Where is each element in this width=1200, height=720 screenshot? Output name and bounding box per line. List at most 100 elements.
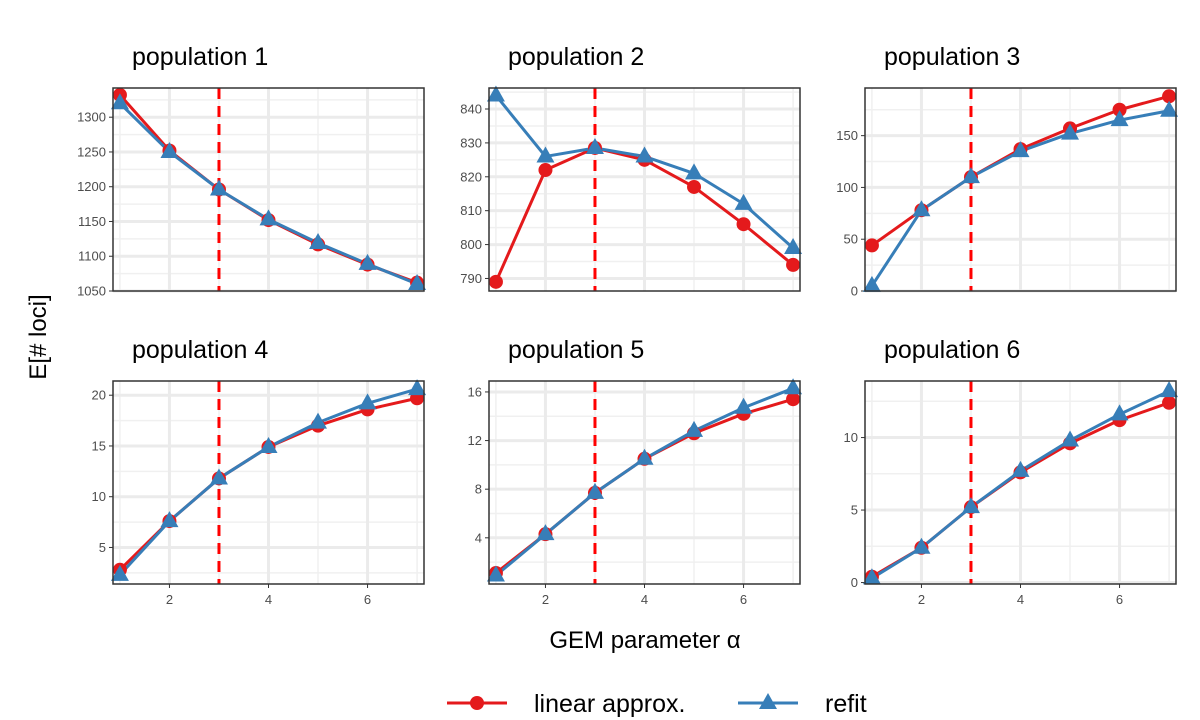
data-point-linear-approx (786, 257, 801, 272)
panel-6: population 6 0 5 10 2 4 6 (844, 336, 1179, 607)
y-tick-label: 0 (851, 284, 858, 299)
y-tick-label: 1050 (77, 284, 106, 299)
y-tick-label: 810 (460, 203, 482, 218)
y-tick-label: 100 (836, 180, 858, 195)
data-point-refit (862, 275, 881, 292)
y-tick-label: 1100 (78, 249, 106, 264)
data-point-refit (536, 146, 555, 163)
x-tick-label: 4 (265, 592, 272, 607)
data-point-refit (110, 93, 129, 110)
panel-border (488, 380, 801, 585)
panel-border (488, 87, 801, 292)
x-tick-label: 6 (1116, 592, 1123, 607)
y-tick-label: 12 (468, 433, 482, 448)
data-point-refit (734, 193, 753, 210)
data-point-refit (1011, 460, 1030, 477)
panel-border (864, 380, 1177, 585)
data-point-refit (685, 420, 704, 437)
y-tick-label: 1250 (77, 144, 106, 159)
legend-marker-linear-approx (470, 696, 484, 710)
data-point-refit (160, 511, 179, 528)
y-tick-label: 820 (460, 169, 482, 184)
y-tick-label: 50 (844, 232, 858, 247)
data-point-refit (309, 233, 328, 250)
x-tick-label: 4 (641, 592, 648, 607)
chart-panels: population 1105011001150120012501300popu… (77, 43, 1179, 607)
data-point-refit (358, 393, 377, 410)
data-point-refit (585, 137, 604, 154)
y-tick-label: 790 (460, 271, 482, 286)
y-tick-label: 10 (844, 430, 858, 445)
x-tick-label: 6 (364, 592, 371, 607)
legend-label-refit: refit (825, 690, 867, 718)
data-point-refit (961, 167, 980, 184)
data-point-refit (408, 379, 427, 396)
data-point-refit (309, 412, 328, 429)
x-tick-label: 6 (740, 592, 747, 607)
data-point-refit (635, 448, 654, 465)
data-point-refit (1110, 110, 1129, 127)
legend-marker-refit (759, 693, 777, 709)
data-point-refit (1061, 123, 1080, 140)
y-tick-label: 150 (836, 128, 858, 143)
y-tick-label: 0 (851, 575, 858, 590)
data-point-refit (784, 237, 803, 254)
data-point-refit (408, 274, 427, 291)
panel-1: population 1 1050 1100 1150 1200 1250 1300 (77, 43, 427, 299)
data-point-refit (1160, 100, 1179, 117)
panel-border (112, 380, 425, 585)
panel-title: population 5 (508, 336, 644, 364)
panel-title: population 4 (132, 336, 268, 364)
data-point-refit (912, 537, 931, 554)
panel-title: population 6 (884, 336, 1020, 364)
data-point-refit (685, 163, 704, 180)
panel-border (864, 87, 1177, 292)
data-point-linear-approx (1162, 395, 1177, 410)
data-point-linear-approx (864, 238, 879, 253)
y-tick-label: 830 (460, 135, 482, 150)
data-point-refit (486, 85, 505, 102)
data-point-refit (1110, 404, 1129, 421)
data-point-refit (259, 209, 278, 226)
y-tick-label: 8 (475, 482, 482, 497)
x-tick-label: 4 (1017, 592, 1024, 607)
data-point-refit (734, 397, 753, 414)
data-point-refit (1061, 430, 1080, 447)
data-point-refit (209, 179, 228, 196)
y-tick-label: 5 (99, 540, 106, 555)
data-point-refit (585, 482, 604, 499)
legend-label-linear-approx: linear approx. (534, 690, 685, 718)
y-tick-label: 4 (475, 530, 482, 545)
y-tick-label: 15 (92, 438, 106, 453)
panel-title: population 1 (132, 43, 268, 71)
data-point-refit (259, 436, 278, 453)
x-tick-label: 2 (166, 592, 173, 607)
data-point-linear-approx (687, 179, 702, 194)
y-tick-label: 1300 (77, 110, 106, 125)
data-point-refit (536, 524, 555, 541)
data-point-refit (110, 564, 129, 581)
panel-4: population 4 5 10 15 20 2 4 6 (92, 336, 427, 607)
data-point-linear-approx (1162, 89, 1177, 104)
panel-title: population 3 (884, 43, 1020, 71)
data-point-refit (358, 253, 377, 270)
data-point-refit (1011, 141, 1030, 158)
y-tick-label: 16 (468, 384, 482, 399)
y-axis-title: E[# loci] (25, 294, 52, 379)
panel-3: population 3 0 50 100 150 (836, 43, 1179, 299)
y-tick-label: 20 (92, 388, 106, 403)
y-tick-label: 1150 (78, 214, 106, 229)
data-point-linear-approx (488, 274, 503, 289)
data-point-refit (635, 146, 654, 163)
x-tick-label: 2 (918, 592, 925, 607)
data-point-refit (784, 378, 803, 395)
data-point-linear-approx (538, 163, 553, 178)
y-tick-label: 800 (460, 237, 482, 252)
data-point-refit (160, 141, 179, 158)
data-point-linear-approx (786, 392, 801, 407)
panel-2: population 2 790 800 810 820 830 840 (460, 43, 803, 292)
panel-title: population 2 (508, 43, 644, 71)
y-tick-label: 840 (460, 102, 482, 117)
data-point-linear-approx (1112, 102, 1127, 117)
